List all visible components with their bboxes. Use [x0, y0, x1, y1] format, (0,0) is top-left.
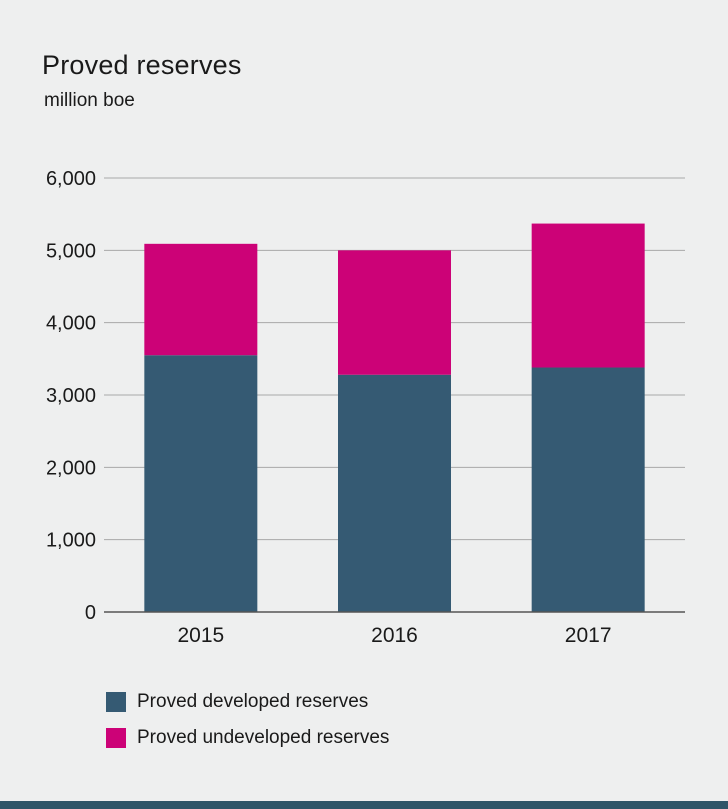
legend-item-developed: Proved developed reserves: [106, 684, 389, 720]
bar-developed-2016: [338, 374, 451, 612]
legend-label-developed: Proved developed reserves: [137, 691, 369, 712]
bottom-rule: [0, 801, 728, 809]
y-tick-label: 6,000: [46, 168, 96, 190]
y-tick-label: 0: [85, 602, 96, 624]
legend-item-undeveloped: Proved undeveloped reserves: [106, 720, 389, 756]
bar-undeveloped-2016: [338, 250, 451, 375]
x-tick-label: 2016: [371, 624, 418, 647]
y-tick-label: 5,000: [46, 240, 96, 262]
legend-swatch-developed: [106, 692, 126, 712]
x-tick-label: 2017: [565, 624, 612, 647]
legend: Proved developed reserves Proved undevel…: [106, 684, 389, 756]
bar-undeveloped-2017: [531, 223, 645, 368]
bar-undeveloped-2015: [144, 243, 258, 356]
chart-subtitle: million boe: [44, 90, 135, 111]
y-tick-label: 1,000: [46, 530, 96, 552]
legend-swatch-undeveloped: [106, 728, 126, 748]
chart-title: Proved reserves: [42, 50, 242, 80]
legend-label-undeveloped: Proved undeveloped reserves: [137, 727, 390, 748]
y-tick-label: 2,000: [46, 457, 96, 479]
stacked-bar-chart: 0 1,000 2,000 3,000 4,000 5,000 6,000 2015 2016 2…: [46, 168, 685, 647]
y-tick-label: 4,000: [46, 313, 96, 335]
bar-developed-2017: [531, 367, 645, 612]
x-tick-label: 2015: [177, 624, 224, 647]
y-tick-label: 3,000: [46, 385, 96, 407]
bar-developed-2015: [144, 355, 258, 612]
